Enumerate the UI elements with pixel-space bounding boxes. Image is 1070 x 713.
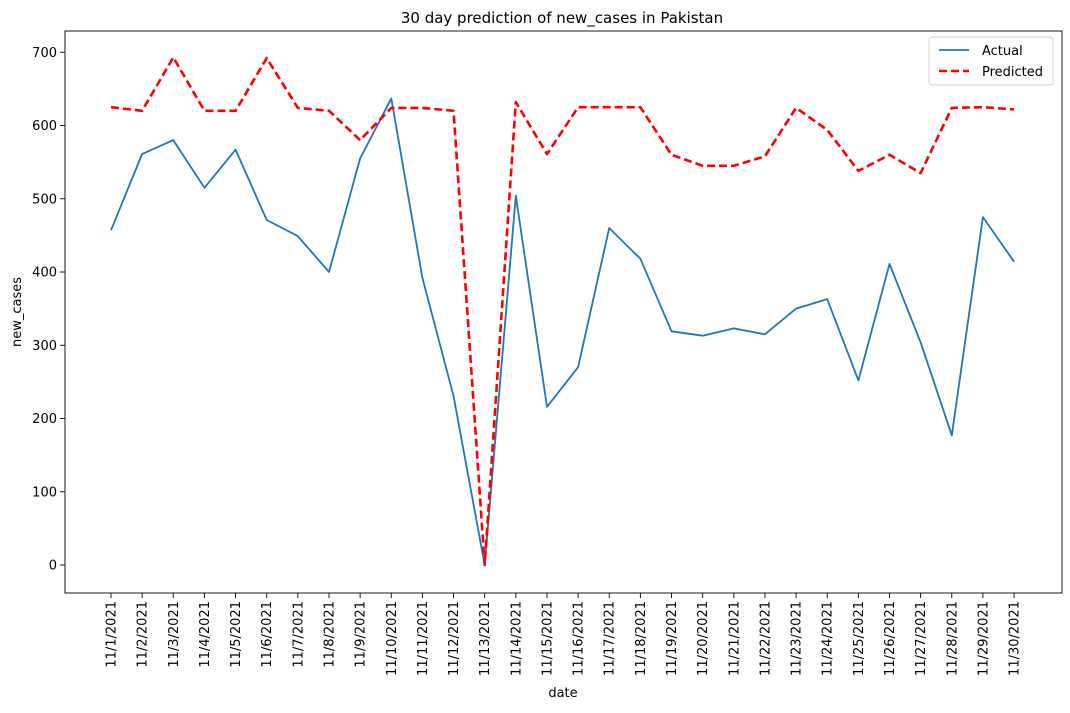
x-tick-label: 11/9/2021 — [354, 601, 369, 668]
plot-area — [64, 30, 1063, 594]
x-tick-label: 11/12/2021 — [447, 601, 462, 676]
x-tick-label: 11/5/2021 — [229, 601, 244, 668]
x-tick-label: 11/20/2021 — [696, 601, 711, 676]
chart-title: 30 day prediction of new_cases in Pakist… — [401, 9, 723, 28]
x-tick-label: 11/11/2021 — [416, 601, 431, 676]
y-tick-label: 100 — [32, 485, 57, 500]
x-tick-label: 11/14/2021 — [509, 601, 524, 676]
y-tick-label: 0 — [49, 559, 57, 574]
y-tick-label: 200 — [32, 412, 57, 427]
x-tick-label: 11/16/2021 — [572, 601, 587, 676]
x-tick-label: 11/21/2021 — [727, 601, 742, 676]
x-tick-label: 11/30/2021 — [1008, 601, 1023, 676]
y-axis-label: new_cases — [10, 277, 25, 347]
x-tick-label: 11/2/2021 — [136, 601, 151, 668]
x-tick-label: 11/29/2021 — [976, 601, 991, 676]
x-tick-label: 11/28/2021 — [945, 601, 960, 676]
y-tick-label: 700 — [32, 46, 57, 61]
x-tick-label: 11/10/2021 — [385, 601, 400, 676]
x-tick-label: 11/1/2021 — [105, 601, 120, 668]
x-tick-label: 11/4/2021 — [198, 601, 213, 668]
x-tick-label: 11/6/2021 — [260, 601, 275, 668]
x-tick-label: 11/27/2021 — [914, 601, 929, 676]
x-tick-label: 11/7/2021 — [291, 601, 306, 668]
x-tick-label: 11/25/2021 — [852, 601, 867, 676]
x-tick-label: 11/13/2021 — [478, 601, 493, 676]
x-tick-label: 11/22/2021 — [758, 601, 773, 676]
y-tick-label: 300 — [32, 339, 57, 354]
x-axis-ticks: 11/1/2021 11/2/2021 11/3/2021 11/4/2021 11/5… — [105, 593, 1023, 676]
x-tick-label: 11/19/2021 — [665, 601, 680, 676]
legend-box — [928, 36, 1054, 86]
legend-label-predicted: Predicted — [982, 65, 1043, 80]
y-tick-label: 600 — [32, 119, 57, 134]
x-tick-label: 11/17/2021 — [603, 601, 618, 676]
x-axis-label: date — [548, 686, 577, 701]
x-tick-label: 11/15/2021 — [540, 601, 555, 676]
x-tick-label: 11/23/2021 — [790, 601, 805, 676]
series-line-predicted — [110, 56, 1015, 567]
x-tick-label: 11/3/2021 — [167, 601, 182, 668]
series-line-actual — [110, 97, 1015, 566]
x-tick-label: 11/18/2021 — [634, 601, 649, 676]
x-tick-label: 11/26/2021 — [883, 601, 898, 676]
y-tick-label: 400 — [32, 266, 57, 281]
y-tick-label: 500 — [32, 192, 57, 207]
x-tick-label: 11/8/2021 — [322, 601, 337, 668]
y-axis-ticks: 0 100 200 300 400 500 600 700 — [32, 46, 65, 574]
x-tick-label: 11/24/2021 — [821, 601, 836, 676]
legend: Actual Predicted — [928, 36, 1054, 86]
series-lines — [110, 56, 1015, 567]
legend-label-actual: Actual — [982, 44, 1023, 59]
